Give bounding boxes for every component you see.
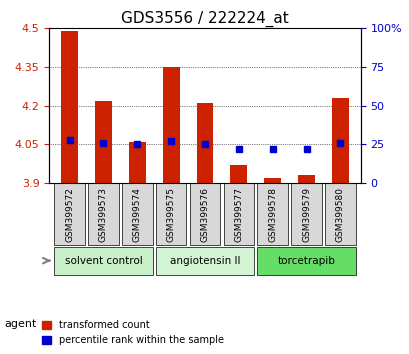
Bar	[162, 67, 179, 183]
Text: GSM399577: GSM399577	[234, 187, 243, 242]
Legend: transformed count, percentile rank within the sample: transformed count, percentile rank withi…	[38, 316, 227, 349]
Text: GSM399578: GSM399578	[267, 187, 276, 242]
Text: torcetrapib: torcetrapib	[277, 256, 335, 266]
FancyBboxPatch shape	[257, 183, 287, 245]
FancyBboxPatch shape	[189, 183, 220, 245]
FancyBboxPatch shape	[54, 247, 152, 275]
Bar	[61, 31, 78, 183]
Bar	[331, 98, 348, 183]
Bar	[95, 101, 112, 183]
FancyBboxPatch shape	[155, 183, 186, 245]
Bar	[128, 142, 145, 183]
Bar	[264, 178, 281, 183]
Text: GSM399575: GSM399575	[166, 187, 175, 242]
Bar	[230, 165, 247, 183]
FancyBboxPatch shape	[223, 183, 254, 245]
FancyBboxPatch shape	[122, 183, 152, 245]
Text: GSM399574: GSM399574	[133, 187, 142, 242]
Bar	[196, 103, 213, 183]
Text: GSM399579: GSM399579	[301, 187, 310, 242]
Text: GDS3556 / 222224_at: GDS3556 / 222224_at	[121, 11, 288, 27]
Text: solvent control: solvent control	[64, 256, 142, 266]
Text: GSM399572: GSM399572	[65, 187, 74, 242]
Text: GSM399580: GSM399580	[335, 187, 344, 242]
FancyBboxPatch shape	[291, 183, 321, 245]
FancyBboxPatch shape	[155, 247, 254, 275]
FancyBboxPatch shape	[54, 183, 85, 245]
Text: agent: agent	[4, 319, 36, 329]
Text: GSM399573: GSM399573	[99, 187, 108, 242]
Text: GSM399576: GSM399576	[200, 187, 209, 242]
FancyBboxPatch shape	[88, 183, 118, 245]
Bar	[297, 176, 314, 183]
Text: angiotensin II: angiotensin II	[169, 256, 240, 266]
FancyBboxPatch shape	[257, 247, 355, 275]
FancyBboxPatch shape	[324, 183, 355, 245]
